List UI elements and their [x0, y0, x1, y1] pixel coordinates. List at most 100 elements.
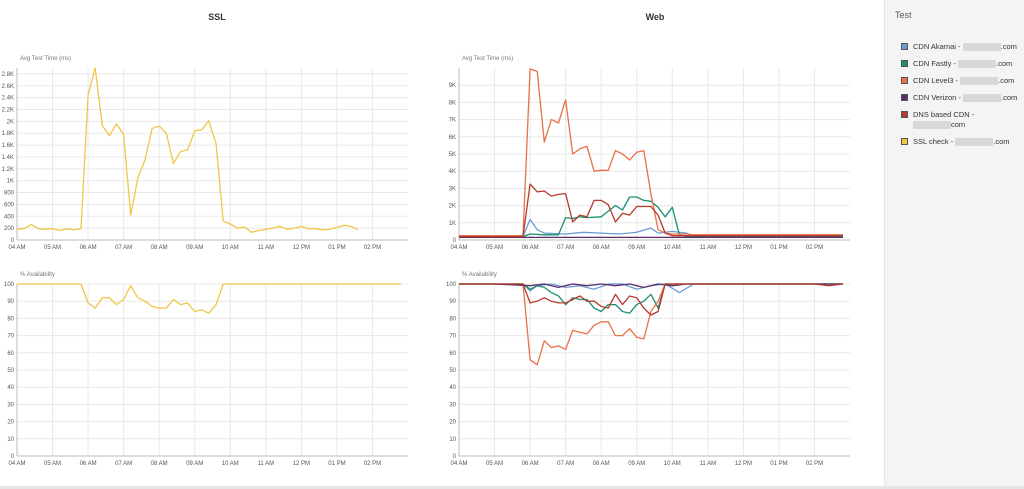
y-tick-label: 0	[11, 454, 15, 460]
x-tick-label: 07 AM	[115, 245, 132, 251]
y-axis-label: Avg Test Time (ms)	[20, 56, 71, 62]
x-tick-label: 07 AM	[115, 461, 132, 467]
legend-swatch	[901, 94, 908, 101]
legend-suffix: .com	[996, 59, 1013, 68]
y-tick-label: 0	[453, 238, 457, 244]
x-tick-label: 09 AM	[186, 245, 203, 251]
x-tick-label: 08 AM	[151, 245, 168, 251]
legend-list: CDN Akamai - .com CDN Fastly - .com CDN …	[901, 42, 1019, 154]
x-tick-label: 08 AM	[593, 245, 610, 251]
x-tick-label: 06 AM	[522, 245, 539, 251]
series-line	[16, 67, 359, 233]
x-tick-label: 02 PM	[364, 461, 381, 467]
legend-suffix: com	[951, 120, 966, 129]
x-tick-label: 01 PM	[770, 461, 787, 467]
y-tick-label: 0	[453, 454, 457, 460]
y-tick-label: 70	[449, 334, 456, 340]
legend-item-cdn-verizon[interactable]: CDN Verizon - .com	[901, 93, 1019, 103]
x-tick-label: 07 AM	[557, 245, 574, 251]
x-tick-label: 10 AM	[222, 245, 239, 251]
y-tick-label: 9K	[449, 83, 456, 89]
y-tick-label: 90	[449, 299, 456, 305]
y-axis-label: Avg Test Time (ms)	[462, 56, 513, 62]
redacted-domain	[962, 43, 1001, 52]
y-tick-label: 70	[7, 334, 14, 340]
legend-title: Test	[895, 10, 912, 20]
legend-label: CDN Fastly -	[913, 59, 956, 68]
x-tick-label: 06 AM	[80, 245, 97, 251]
x-tick-label: 07 AM	[557, 461, 574, 467]
series-line-dns-based-cdn	[459, 283, 843, 316]
x-tick-label: 05 AM	[44, 461, 61, 467]
y-tick-label: 800	[4, 191, 15, 197]
redacted-domain	[960, 77, 999, 86]
legend-item-dns-based-cdn[interactable]: DNS based CDN - com	[901, 110, 1019, 130]
legend-suffix: .com	[1000, 42, 1017, 51]
y-tick-label: 1.4K	[2, 155, 14, 161]
y-tick-label: 10	[7, 437, 14, 443]
x-tick-label: 11 AM	[700, 461, 717, 467]
y-tick-label: 60	[449, 351, 456, 357]
legend-item-cdn-akamai[interactable]: CDN Akamai - .com	[901, 42, 1019, 52]
y-tick-label: 4K	[449, 169, 456, 175]
x-tick-label: 10 AM	[664, 245, 681, 251]
y-tick-label: 80	[449, 316, 456, 322]
y-tick-label: 100	[446, 282, 457, 288]
y-tick-label: 2.4K	[2, 96, 14, 102]
x-tick-label: 01 PM	[328, 245, 345, 251]
x-tick-label: 11 AM	[258, 245, 275, 251]
y-tick-label: 600	[4, 202, 15, 208]
y-tick-label: 2K	[449, 204, 456, 210]
y-tick-label: 1.2K	[2, 167, 14, 173]
x-tick-label: 12 PM	[735, 461, 752, 467]
redacted-domain	[913, 121, 951, 130]
x-tick-label: 09 AM	[628, 461, 645, 467]
y-tick-label: 3K	[449, 186, 456, 192]
legend-swatch	[901, 77, 908, 84]
redacted-domain	[958, 60, 997, 69]
y-tick-label: 2.8K	[2, 72, 14, 78]
x-tick-label: 12 PM	[293, 245, 310, 251]
y-tick-label: 1K	[7, 179, 14, 185]
x-tick-label: 04 AM	[8, 461, 25, 467]
y-tick-label: 2.6K	[2, 84, 14, 90]
y-tick-label: 1.8K	[2, 131, 14, 137]
y-tick-label: 90	[7, 299, 14, 305]
x-tick-label: 05 AM	[486, 245, 503, 251]
x-tick-label: 06 AM	[522, 461, 539, 467]
y-tick-label: 1.6K	[2, 143, 14, 149]
y-axis-label: % Availability	[462, 272, 497, 278]
series-line	[17, 283, 401, 314]
charts-panel: SSL Avg Test Time (ms) 0 200 400 600 800 1K 1.2K…	[1, 12, 850, 467]
legend-swatch	[901, 60, 908, 67]
series-line-cdn-fastly	[459, 196, 843, 238]
x-tick-label: 12 PM	[735, 245, 752, 251]
x-tick-label: 09 AM	[628, 245, 645, 251]
y-tick-label: 0	[11, 238, 15, 244]
legend-item-cdn-fastly[interactable]: CDN Fastly - .com	[901, 59, 1019, 69]
x-tick-label: 10 AM	[664, 461, 681, 467]
y-tick-label: 60	[7, 351, 14, 357]
x-tick-label: 08 AM	[593, 461, 610, 467]
series-line-cdn-level3	[459, 68, 843, 237]
legend-label: CDN Akamai -	[913, 42, 961, 51]
x-tick-label: 04 AM	[8, 245, 25, 251]
chart-title: Web	[646, 12, 665, 22]
legend-suffix: .com	[998, 76, 1015, 85]
y-tick-label: 20	[7, 420, 14, 426]
x-tick-label: 09 AM	[186, 461, 203, 467]
legend-suffix: .com	[1001, 93, 1018, 102]
legend-item-ssl-check[interactable]: SSL check - .com	[901, 137, 1019, 147]
x-tick-label: 12 PM	[293, 461, 310, 467]
series-line-cdn-akamai	[459, 218, 843, 238]
y-tick-label: 50	[449, 368, 456, 374]
legend-label: DNS based CDN -	[913, 110, 975, 119]
y-tick-label: 30	[7, 402, 14, 408]
legend-sidebar: Test CDN Akamai - .com CDN Fastly - .com…	[884, 0, 1024, 489]
legend-label: SSL check -	[913, 137, 954, 146]
legend-item-cdn-level3[interactable]: CDN Level3 - .com	[901, 76, 1019, 86]
y-tick-label: 1K	[449, 221, 456, 227]
chart-ssl-time: SSL Avg Test Time (ms) 0 200 400 600 800 1K 1.2K…	[2, 12, 408, 251]
